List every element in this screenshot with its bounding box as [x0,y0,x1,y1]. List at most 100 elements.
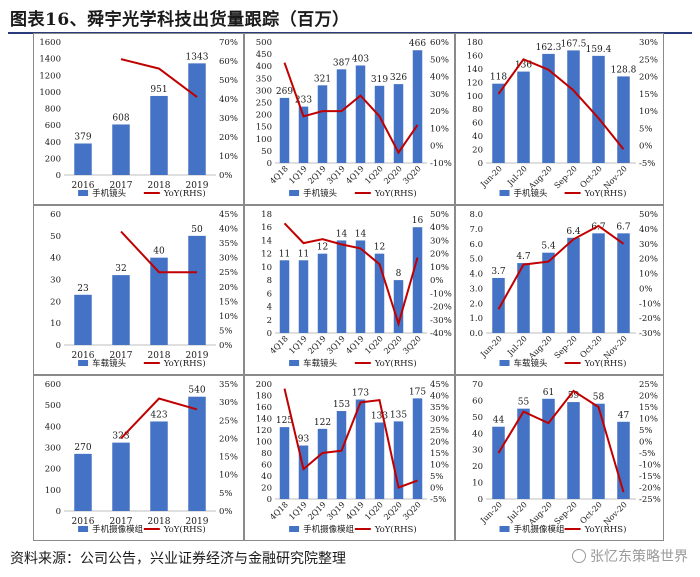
left-tick-label: 10 [50,319,61,329]
bar-data-label: 14 [336,229,348,239]
right-tick-label: 20% [639,73,658,83]
left-tick-label: 0 [478,159,483,169]
right-tick-label: 30% [639,38,658,48]
right-tick-label: 45% [430,380,449,390]
bar-data-label: 319 [371,75,388,85]
bar-data-label: 159.4 [586,45,612,55]
category-label: 2Q20 [382,334,404,356]
right-tick-label: 50% [639,210,658,220]
left-tick-label: 10 [472,479,483,489]
left-tick-label: 100 [256,135,272,145]
chart-svg: 0.0 1.0 2.0 3.0 4.0 5.0 6.0 7.0 8.0 -30% -20% -10% 0… [455,205,664,375]
left-tick-label: 0 [56,507,61,517]
right-tick-label: 15% [639,403,658,413]
left-tick-label: 50 [50,232,61,242]
right-tick-label: 40% [219,225,238,235]
left-tick-label: 5.0 [469,255,483,265]
bar [188,396,206,511]
left-tick-label: 150 [256,123,272,133]
left-tick-label: 80 [472,105,483,115]
category-label: 2018 [148,351,171,361]
left-tick-label: 40 [472,429,483,439]
legend-bar-label: 手机摄像模组 [303,524,355,535]
right-tick-label: 10% [430,124,449,134]
category-label: 2018 [148,181,171,191]
left-tick-label: 200 [45,465,61,475]
category-label: 1Q20 [363,334,385,356]
bar-data-label: 326 [390,73,407,83]
bar [393,84,404,163]
yoy-line [120,397,198,440]
bar-data-label: 23 [77,284,89,294]
category-label: 2017 [110,517,133,527]
right-tick-label: 20% [430,438,449,448]
right-tick-label: 25% [219,416,238,426]
right-tick-label: 0% [639,438,653,448]
right-tick-label: 10% [430,263,449,273]
legend-bar-label: 手机摄像模组 [514,524,566,535]
category-label: 3Q19 [325,164,347,186]
chart-svg: 0 20 40 60 80 100 120 140 160 180 -5% 0% 5% 10% 15% 20%… [455,33,664,205]
bar [412,227,423,333]
bar [112,124,130,175]
left-tick-label: 100 [45,486,61,496]
category-label: 2017 [110,351,133,361]
right-tick-label: 30% [430,90,449,100]
category-label: 2019 [186,181,209,191]
left-tick-label: 50 [472,413,483,423]
panel-border [244,33,455,205]
left-tick-label: 18 [261,210,272,220]
left-tick-label: 1200 [39,71,61,81]
right-tick-label: 20% [219,133,238,143]
left-tick-label: 140 [256,415,272,425]
right-tick-label: -20% [639,314,661,324]
left-tick-label: 70 [472,380,483,390]
right-tick-label: 30% [219,114,238,124]
wechat-icon [572,549,586,563]
legend-bar-swatch [289,360,300,366]
bar-data-label: 173 [352,389,369,399]
legend-bar-swatch [499,526,510,532]
category-label: Oct-20 [578,500,604,526]
panel-border [455,375,664,541]
right-tick-label: 10% [219,471,238,481]
right-tick-label: 15% [430,449,449,459]
left-tick-label: 100 [256,438,272,448]
bar [374,253,385,333]
left-tick-label: 8 [267,276,272,286]
bar-data-label: 136 [515,61,532,71]
chart-panel: 0 200 400 600 800 1000 1200 1400 1600 0% 10% 20% 30%… [33,33,244,205]
left-tick-label: 20 [261,484,272,494]
right-tick-label: 5% [219,489,233,499]
watermark-text: 张忆东策略世界 [590,549,688,565]
chart-svg: 0 200 400 600 800 1000 1200 1400 1600 0% 10% 20% 30%… [33,33,244,205]
right-tick-label: -25% [639,495,661,505]
left-tick-label: 4 [267,303,272,313]
left-tick-label: 300 [256,86,272,96]
right-tick-label: 35% [219,380,238,390]
chart-panel: 0.0 1.0 2.0 3.0 4.0 5.0 6.0 7.0 8.0 -30% -20% -10% 0… [455,205,664,375]
left-tick-label: 20 [50,297,61,307]
right-tick-label: 30% [639,240,658,250]
right-tick-label: 10% [639,107,658,117]
left-tick-label: 0 [267,159,272,169]
category-label: 1Q19 [287,500,309,522]
bar [412,50,423,164]
bar [355,240,366,333]
right-tick-label: 0% [639,142,653,152]
category-label: 3Q19 [325,334,347,356]
left-tick-label: 16 [261,223,272,233]
left-tick-label: 7.0 [469,225,483,235]
chart-panel: 0 20 40 60 80 100 120 140 160 180 -5% 0% 5% 10% 15% 20%… [455,33,664,205]
left-tick-label: 60 [472,119,483,129]
bar [617,421,630,499]
bar [567,237,580,333]
bar-data-label: 270 [74,443,91,453]
left-tick-label: 500 [45,401,61,411]
category-label: Nov-20 [602,500,629,527]
bar [317,428,328,499]
left-tick-label: 600 [45,380,61,390]
right-tick-label: 10% [219,312,238,322]
panel-border [455,205,664,375]
category-label: 2Q20 [382,500,404,522]
